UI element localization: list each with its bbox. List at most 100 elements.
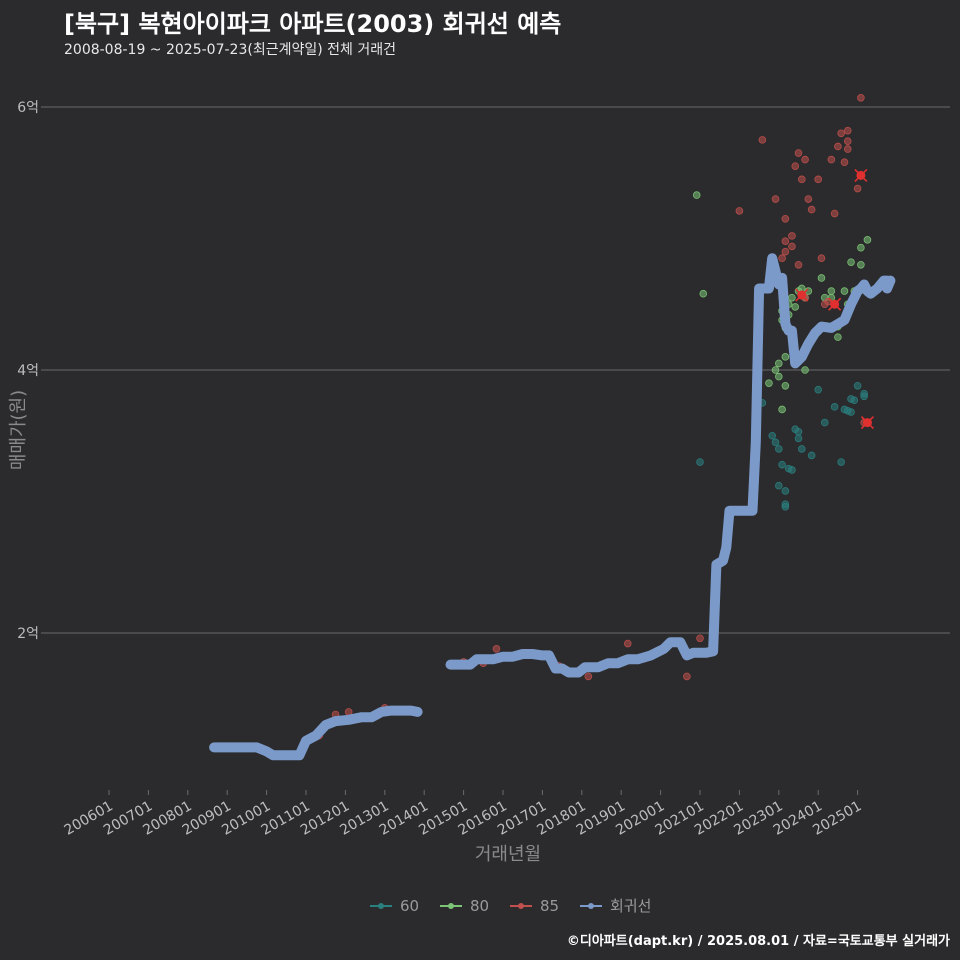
data-point-85 (735, 207, 744, 215)
data-point-80 (788, 293, 796, 302)
x-axis-title: 거래년월 (475, 844, 541, 865)
data-point-60 (774, 445, 783, 453)
data-point-85 (492, 644, 501, 653)
data-point-80 (857, 260, 865, 269)
data-point-60 (860, 389, 868, 398)
data-point-85 (794, 149, 803, 157)
data-point-80 (863, 236, 872, 244)
data-point-85 (807, 205, 816, 214)
data-point-60 (837, 458, 845, 466)
chart-title: [북구] 복현아이파크 아파트(2003) 회귀선 예측 (64, 10, 562, 38)
data-point-85 (840, 158, 849, 167)
data-point-85 (781, 214, 790, 223)
chart-subtitle: 2008-08-19 ~ 2025-07-23(최근계약일) 전체 거래건 (64, 42, 396, 58)
data-point-60 (781, 500, 790, 508)
legend-label: 회귀선 (610, 897, 651, 915)
data-point-80 (817, 274, 826, 282)
y-tick-label: 4억 (17, 363, 39, 379)
highlight-marker (795, 288, 809, 302)
data-point-80 (840, 287, 849, 295)
data-point-85 (584, 672, 593, 681)
data-point-85 (837, 129, 845, 138)
data-point-85 (696, 634, 704, 643)
data-point-60 (814, 385, 822, 394)
legend-label: 85 (540, 897, 559, 915)
data-point-85 (797, 175, 806, 184)
data-point-85 (843, 126, 852, 135)
data-point-80 (778, 405, 786, 414)
data-point-60 (830, 403, 839, 411)
data-point-85 (814, 175, 822, 184)
data-point-85 (834, 142, 842, 151)
data-point-85 (843, 145, 852, 153)
data-point-80 (781, 381, 790, 390)
data-point-60 (771, 438, 780, 447)
regression-line (209, 705, 423, 761)
data-point-60 (768, 431, 777, 440)
legend-item: 회귀선 (580, 897, 651, 915)
data-point-80 (774, 359, 783, 368)
regression-line (445, 253, 896, 678)
data-point-85 (683, 672, 691, 681)
data-point-60 (788, 466, 796, 474)
data-point-85 (853, 184, 862, 193)
legend-item: 60 (370, 897, 419, 915)
data-point-85 (801, 155, 809, 164)
highlight-layer (795, 168, 875, 430)
data-point-60 (807, 451, 816, 460)
source-caption: ©디아파트(dapt.kr) / 2025.08.01 / 자료=국토교통부 실… (566, 934, 950, 949)
highlight-marker (828, 297, 842, 311)
data-point-60 (853, 381, 862, 390)
data-point-60 (696, 458, 704, 466)
data-point-60 (850, 396, 859, 405)
data-point-85 (827, 155, 836, 164)
highlight-marker (854, 168, 868, 182)
points-layer (315, 93, 872, 740)
data-point-80 (834, 333, 842, 341)
data-point-85 (817, 254, 826, 263)
data-point-85 (781, 247, 790, 256)
data-point-60 (778, 460, 786, 469)
y-tick-label: 6억 (17, 100, 39, 116)
y-axis-title: 매매가(원) (8, 390, 29, 470)
data-point-85 (804, 195, 813, 203)
data-point-85 (791, 162, 800, 170)
data-point-85 (788, 242, 796, 251)
data-point-60 (794, 434, 803, 443)
data-point-85 (781, 237, 790, 245)
data-point-85 (830, 209, 839, 218)
data-point-85 (857, 93, 865, 102)
data-point-80 (765, 379, 773, 387)
y-tick-label: 2억 (17, 626, 39, 642)
data-point-80 (774, 372, 783, 381)
highlight-marker (860, 416, 875, 430)
legend-label: 80 (470, 897, 489, 915)
data-point-80 (827, 287, 836, 295)
data-point-85 (771, 195, 780, 203)
data-point-60 (820, 418, 829, 427)
data-point-80 (699, 289, 708, 298)
legend-label: 60 (400, 897, 419, 915)
data-point-85 (778, 254, 786, 263)
data-point-60 (781, 487, 790, 495)
data-point-60 (847, 408, 855, 416)
y-tick-layer: 2억 4억 6억 (17, 100, 39, 642)
data-point-80 (847, 258, 855, 266)
data-point-80 (801, 366, 809, 374)
grid-layer (41, 106, 950, 634)
data-point-60 (797, 445, 806, 453)
regression-line-layer (209, 253, 896, 761)
data-point-80 (791, 303, 800, 311)
data-point-80 (857, 243, 865, 252)
data-point-80 (771, 366, 780, 374)
data-point-85 (788, 232, 796, 240)
data-point-60 (794, 428, 803, 436)
data-point-85 (623, 639, 632, 648)
legend: 60 80 85 회귀선 (370, 897, 651, 915)
data-point-80 (692, 191, 701, 199)
data-point-85 (794, 260, 803, 269)
data-point-85 (843, 137, 852, 145)
x-tick-layer: 2006012007012008012009012010012011012012… (62, 790, 865, 839)
